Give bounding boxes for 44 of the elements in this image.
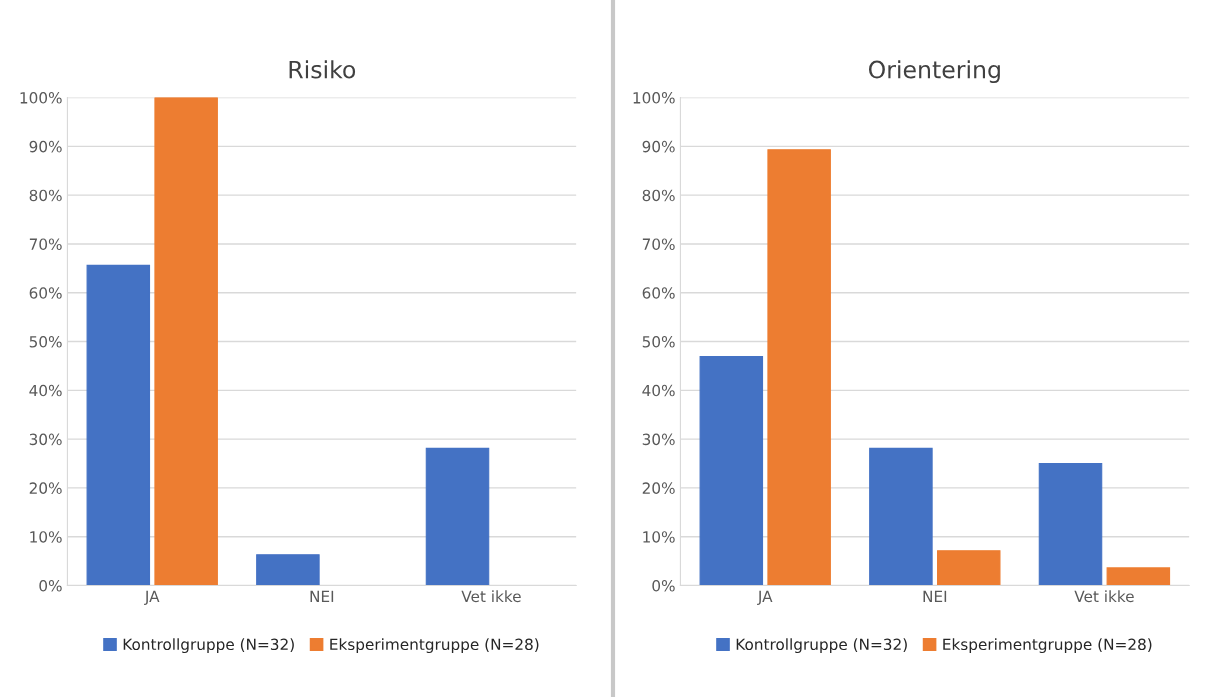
y-tick-label: 90%	[642, 140, 675, 153]
y-tick-label: 0%	[39, 579, 62, 592]
bar	[699, 356, 764, 586]
y-tick-label: 20%	[642, 482, 675, 494]
bar	[256, 554, 320, 586]
y-tick-label: 50%	[29, 336, 62, 348]
y-tick-label: 40%	[642, 384, 675, 397]
y-tick-label: 100%	[633, 92, 675, 104]
legend-label: Kontrollgruppe (N=32)	[736, 638, 907, 654]
y-tick-label: 40%	[29, 384, 62, 397]
y-tick-label: 60%	[642, 287, 675, 299]
y-tick-label: 100%	[20, 92, 62, 104]
y-tick-label: 80%	[29, 189, 62, 202]
x-tick-label: Vet ikke	[461, 590, 521, 603]
x-tick-label: NEI	[923, 590, 947, 602]
x-tick-label: Vet ikke	[1074, 590, 1134, 603]
bar	[936, 550, 1001, 586]
chart-title: Risiko	[289, 60, 356, 79]
x-tick-label: NEI	[310, 590, 334, 602]
y-tick-label: 80%	[642, 189, 675, 202]
y-tick-label: 70%	[642, 238, 675, 250]
y-tick-label: 30%	[642, 433, 675, 446]
x-tick-label: JA	[757, 590, 773, 606]
legend-label: Kontrollgruppe (N=32)	[123, 638, 294, 654]
y-tick-label: 10%	[30, 531, 62, 543]
y-tick-label: 90%	[29, 140, 62, 153]
bar	[767, 149, 831, 586]
y-tick-label: 60%	[29, 287, 62, 299]
bar	[1106, 567, 1171, 586]
bar	[86, 264, 151, 586]
bar	[425, 447, 490, 586]
y-tick-label: 20%	[29, 482, 62, 494]
x-tick-label: JA	[144, 590, 160, 606]
y-tick-label: 30%	[29, 433, 62, 446]
legend-label: Eksperimentgruppe (N=28)	[943, 638, 1152, 654]
y-tick-label: 70%	[29, 238, 62, 250]
chart-title: Orientering	[868, 60, 1000, 84]
y-tick-label: 0%	[652, 579, 675, 592]
bar	[1038, 462, 1103, 586]
bar	[154, 97, 218, 586]
bar	[869, 447, 933, 586]
legend-label: Eksperimentgruppe (N=28)	[330, 638, 539, 654]
y-tick-label: 50%	[642, 336, 675, 348]
y-tick-label: 10%	[643, 531, 675, 543]
